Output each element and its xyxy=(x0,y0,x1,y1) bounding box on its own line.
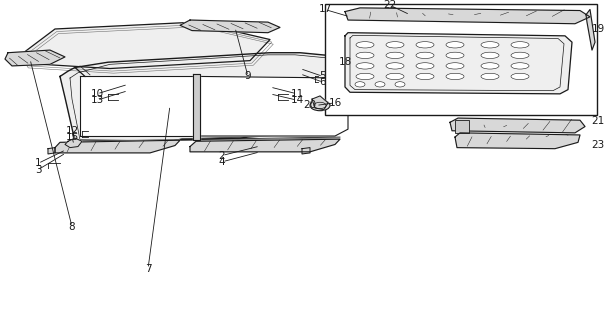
Ellipse shape xyxy=(446,63,464,69)
Ellipse shape xyxy=(386,42,404,48)
Text: 23: 23 xyxy=(591,140,605,150)
Bar xyxy=(455,120,469,133)
Ellipse shape xyxy=(416,63,434,69)
Ellipse shape xyxy=(481,52,499,59)
Ellipse shape xyxy=(416,52,434,59)
Polygon shape xyxy=(586,10,595,50)
Polygon shape xyxy=(193,74,200,140)
Text: 11: 11 xyxy=(290,89,304,99)
Bar xyxy=(325,4,597,115)
Ellipse shape xyxy=(481,42,499,48)
Circle shape xyxy=(395,82,405,87)
Text: 9: 9 xyxy=(245,71,251,82)
Polygon shape xyxy=(312,96,328,110)
Circle shape xyxy=(310,100,330,111)
Polygon shape xyxy=(180,20,280,33)
Ellipse shape xyxy=(356,63,374,69)
Text: 12: 12 xyxy=(66,126,79,136)
Text: 21: 21 xyxy=(591,116,605,126)
Polygon shape xyxy=(450,118,585,133)
Text: 4: 4 xyxy=(219,157,225,167)
Text: 7: 7 xyxy=(144,264,151,274)
Text: 16: 16 xyxy=(328,98,342,108)
Circle shape xyxy=(355,82,365,87)
Ellipse shape xyxy=(446,52,464,59)
Circle shape xyxy=(375,82,385,87)
Ellipse shape xyxy=(511,63,529,69)
Ellipse shape xyxy=(416,73,434,80)
Text: 18: 18 xyxy=(338,57,351,67)
Text: 19: 19 xyxy=(591,24,605,34)
Polygon shape xyxy=(190,139,340,152)
Polygon shape xyxy=(48,148,55,154)
Text: 1: 1 xyxy=(35,158,41,168)
Text: 8: 8 xyxy=(69,222,75,232)
Text: 2: 2 xyxy=(219,150,225,161)
Text: 6: 6 xyxy=(320,77,327,87)
Text: 22: 22 xyxy=(384,0,396,10)
Ellipse shape xyxy=(511,73,529,80)
Text: 17: 17 xyxy=(319,4,331,14)
Text: 14: 14 xyxy=(290,95,304,105)
Polygon shape xyxy=(65,138,82,148)
Polygon shape xyxy=(5,50,65,66)
Ellipse shape xyxy=(416,42,434,48)
Polygon shape xyxy=(345,33,572,94)
Ellipse shape xyxy=(386,73,404,80)
Polygon shape xyxy=(200,76,348,136)
Polygon shape xyxy=(345,8,590,24)
Polygon shape xyxy=(55,140,180,153)
Polygon shape xyxy=(20,22,270,68)
Ellipse shape xyxy=(511,52,529,59)
Ellipse shape xyxy=(386,63,404,69)
Text: 3: 3 xyxy=(35,165,41,175)
Polygon shape xyxy=(60,53,365,141)
Polygon shape xyxy=(302,148,310,154)
Ellipse shape xyxy=(446,42,464,48)
Polygon shape xyxy=(455,133,580,149)
Ellipse shape xyxy=(481,73,499,80)
Text: 13: 13 xyxy=(90,95,104,105)
Ellipse shape xyxy=(481,63,499,69)
Ellipse shape xyxy=(446,73,464,80)
Ellipse shape xyxy=(356,52,374,59)
Text: 15: 15 xyxy=(66,132,79,142)
Text: 20: 20 xyxy=(304,100,317,110)
Ellipse shape xyxy=(511,42,529,48)
Ellipse shape xyxy=(386,52,404,59)
Text: 10: 10 xyxy=(90,89,104,99)
Polygon shape xyxy=(80,76,195,136)
Ellipse shape xyxy=(356,73,374,80)
Ellipse shape xyxy=(356,42,374,48)
Text: 5: 5 xyxy=(320,71,327,82)
